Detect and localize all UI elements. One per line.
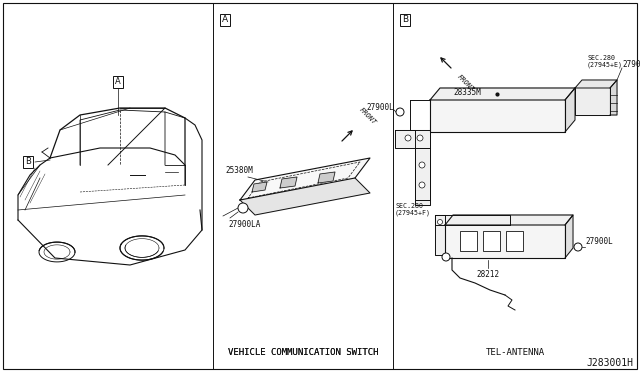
- Circle shape: [419, 162, 425, 168]
- Polygon shape: [435, 215, 510, 225]
- Polygon shape: [435, 215, 445, 255]
- Text: B: B: [25, 157, 31, 167]
- Text: SEC.280
(27945+E): SEC.280 (27945+E): [587, 55, 623, 68]
- Text: 28212: 28212: [476, 270, 500, 279]
- Text: A: A: [222, 16, 228, 25]
- Bar: [506, 231, 523, 251]
- Text: 27900L: 27900L: [622, 60, 640, 69]
- Circle shape: [419, 182, 425, 188]
- Polygon shape: [445, 215, 573, 225]
- Polygon shape: [395, 130, 430, 148]
- Polygon shape: [430, 100, 565, 132]
- Polygon shape: [565, 215, 573, 258]
- Polygon shape: [565, 88, 575, 132]
- Circle shape: [442, 253, 450, 261]
- Text: 27900L: 27900L: [585, 237, 612, 247]
- Polygon shape: [575, 80, 617, 88]
- Text: 27900L: 27900L: [366, 103, 394, 112]
- Polygon shape: [575, 88, 610, 115]
- Circle shape: [238, 203, 248, 213]
- Polygon shape: [445, 225, 565, 258]
- Text: SEC.280
(27945+F): SEC.280 (27945+F): [395, 203, 431, 217]
- Text: TEL-ANTENNA: TEL-ANTENNA: [485, 348, 545, 357]
- Circle shape: [396, 108, 404, 116]
- Text: VEHICLE COMMUNICATION SWITCH: VEHICLE COMMUNICATION SWITCH: [228, 348, 378, 357]
- Text: 27900LA: 27900LA: [228, 220, 260, 229]
- Bar: [460, 231, 477, 251]
- Text: 28335M: 28335M: [453, 88, 481, 97]
- Bar: [483, 231, 500, 251]
- Polygon shape: [318, 172, 335, 183]
- Circle shape: [574, 243, 582, 251]
- Circle shape: [438, 219, 442, 224]
- Text: FRONT: FRONT: [456, 73, 476, 92]
- Text: 25380M: 25380M: [225, 166, 253, 175]
- Text: FRONT: FRONT: [358, 107, 377, 126]
- Polygon shape: [240, 178, 370, 215]
- Polygon shape: [430, 88, 575, 100]
- Text: VEHICLE COMMUNICATION SWITCH: VEHICLE COMMUNICATION SWITCH: [228, 348, 378, 357]
- Text: J283001H: J283001H: [586, 358, 633, 368]
- Polygon shape: [280, 177, 297, 188]
- Text: A: A: [115, 77, 121, 87]
- Polygon shape: [240, 158, 370, 200]
- Circle shape: [405, 135, 411, 141]
- Polygon shape: [415, 148, 430, 205]
- Text: B: B: [402, 16, 408, 25]
- Polygon shape: [610, 80, 617, 115]
- Circle shape: [417, 135, 423, 141]
- Polygon shape: [252, 182, 267, 192]
